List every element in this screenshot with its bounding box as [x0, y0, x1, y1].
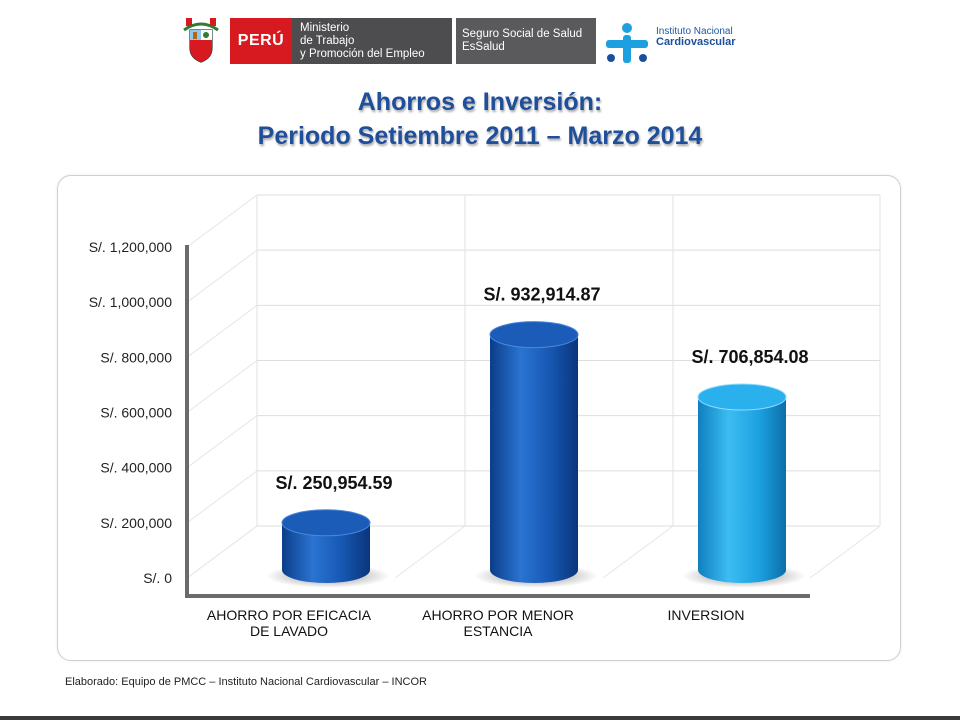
- y-tick-label: S/. 1,000,000: [89, 294, 173, 310]
- header-logos: PERÚ Ministerio de Trabajo y Promoción d…: [178, 14, 758, 68]
- y-tick-label: S/. 1,200,000: [89, 239, 173, 255]
- y-tick-label: S/. 200,000: [100, 515, 172, 531]
- gridline-side: [186, 415, 258, 469]
- chart-title-line2: Periodo Setiembre 2011 – Marzo 2014: [257, 122, 703, 150]
- essalud-label: Seguro Social de Salud EsSalud: [456, 18, 596, 64]
- peru-coat-of-arms-icon: [183, 18, 219, 63]
- x-category-label: AHORRO POR EFICACIA: [207, 607, 372, 623]
- peru-label: PERÚ: [230, 18, 292, 64]
- bar-3: [682, 383, 806, 588]
- footer-credit: Elaborado: Equipo de PMCC – Instituto Na…: [65, 676, 427, 688]
- y-tick-label: S/. 600,000: [100, 405, 172, 421]
- y-tick-label: S/. 0: [143, 570, 172, 586]
- gridline-side: [186, 470, 258, 524]
- bar-body: [282, 522, 370, 583]
- bar-2: [474, 321, 598, 588]
- bar-1: [266, 509, 390, 588]
- floor-line: [394, 525, 466, 579]
- gridline-side: [186, 194, 258, 248]
- gridline-side: [186, 360, 258, 413]
- floor-line: [186, 525, 258, 579]
- gridline-side: [186, 249, 258, 303]
- x-category-label: ESTANCIA: [464, 623, 534, 639]
- incor-label: Instituto Nacional Cardiovascular: [656, 26, 736, 48]
- floor-line: [602, 525, 674, 579]
- gridline-side: [186, 304, 258, 358]
- bar-body: [490, 334, 578, 583]
- y-tick-label: S/. 400,000: [100, 460, 172, 476]
- bar-top: [281, 509, 371, 537]
- bar-top: [697, 383, 787, 411]
- y-tick-label: S/. 800,000: [100, 349, 172, 365]
- floor-line: [809, 525, 881, 579]
- bar-top: [489, 321, 579, 349]
- bottom-rule: [0, 716, 960, 720]
- x-category-label: AHORRO POR MENOR: [422, 607, 574, 623]
- x-category-label: INVERSION: [667, 607, 744, 623]
- bar-body: [698, 397, 786, 583]
- data-label: S/. 706,854.08: [691, 347, 808, 367]
- x-category-label: DE LAVADO: [250, 623, 328, 639]
- data-label: S/. 250,954.59: [275, 473, 392, 493]
- ministry-label: Ministerio de Trabajo y Promoción del Em…: [292, 18, 452, 64]
- chart-title-line1: Ahorros e Inversión:: [357, 88, 603, 116]
- data-label: S/. 932,914.87: [483, 285, 600, 305]
- incor-logo-icon: [606, 23, 648, 63]
